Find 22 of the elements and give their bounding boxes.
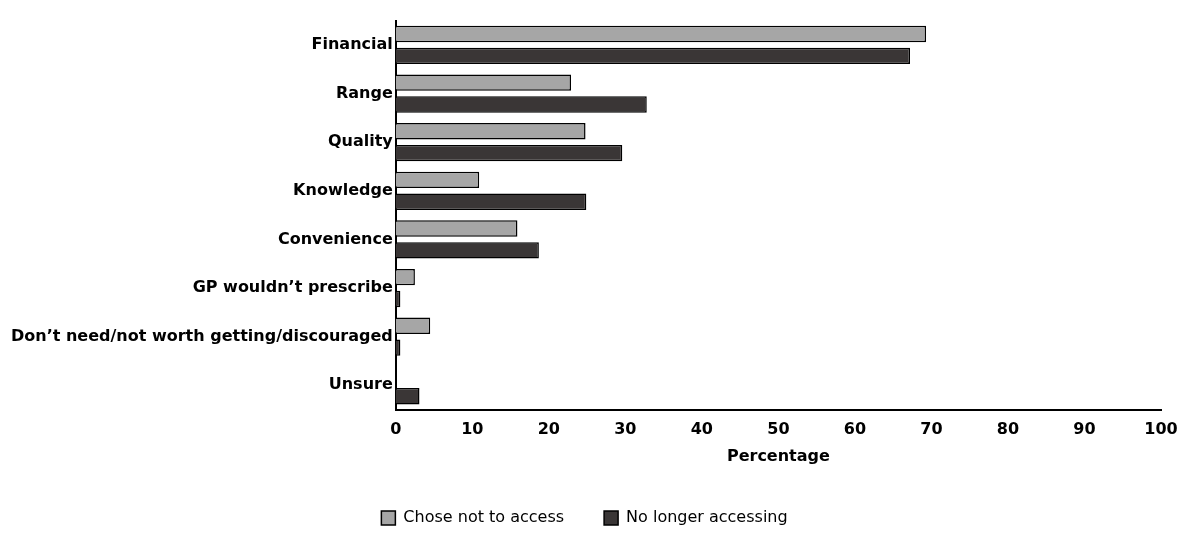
x-tick-label: 50 xyxy=(767,419,790,439)
x-tick-label: 100 xyxy=(1144,419,1178,439)
x-tick-label: 90 xyxy=(1073,419,1096,439)
x-tick-label: 70 xyxy=(920,419,943,439)
legend-label: No longer accessing xyxy=(626,507,788,527)
x-tick-label: 0 xyxy=(390,419,402,439)
x-tick-label: 10 xyxy=(461,419,484,439)
x-tick-label: 80 xyxy=(996,419,1020,439)
legend-label: Chose not to access xyxy=(403,507,565,527)
x-tick-label: 30 xyxy=(614,419,637,439)
y-tick-label: Convenience xyxy=(277,228,393,248)
y-tick-label: Financial xyxy=(311,34,393,54)
y-tick-label: Don’t need/not worth getting/discouraged xyxy=(10,325,393,345)
x-tick-label: 40 xyxy=(690,419,713,439)
y-tick-label: Quality xyxy=(327,131,394,151)
x-tick-label: 60 xyxy=(843,419,867,439)
y-tick-label: GP wouldn’t prescribe xyxy=(192,277,393,297)
x-axis-title: Percentage xyxy=(726,445,830,465)
y-tick-label: Range xyxy=(335,82,393,102)
y-tick-label: Knowledge xyxy=(293,179,393,199)
y-tick-label: Unsure xyxy=(328,374,393,394)
x-tick-label: 20 xyxy=(537,419,560,439)
